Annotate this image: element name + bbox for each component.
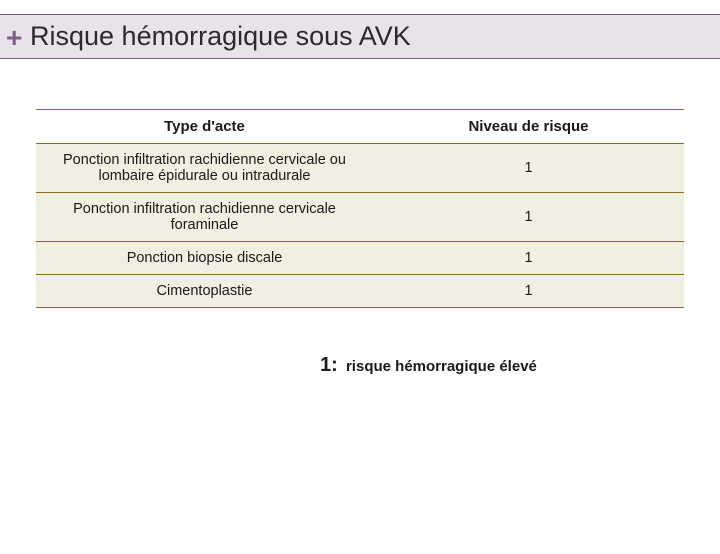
cell-type: Cimentoplastie [36, 275, 373, 308]
legend-number: 1: [320, 354, 338, 376]
title-band: Risque hémorragique sous AVK [0, 14, 720, 59]
table-header-row: Type d'acte Niveau de risque [36, 110, 684, 144]
col-header-level: Niveau de risque [373, 110, 684, 144]
table-row: Cimentoplastie 1 [36, 275, 684, 308]
cell-level: 1 [373, 144, 684, 193]
cell-level: 1 [373, 242, 684, 275]
legend: 1: risque hémorragique élevé [320, 354, 720, 377]
risk-table: Type d'acte Niveau de risque Ponction in… [36, 109, 684, 308]
table-row: Ponction infiltration rachidienne cervic… [36, 193, 684, 242]
risk-table-container: Type d'acte Niveau de risque Ponction in… [36, 109, 684, 308]
table-row: Ponction infiltration rachidienne cervic… [36, 144, 684, 193]
cell-type: Ponction infiltration rachidienne cervic… [36, 193, 373, 242]
table-row: Ponction biopsie discale 1 [36, 242, 684, 275]
cell-level: 1 [373, 275, 684, 308]
plus-icon: + [6, 24, 22, 52]
cell-type: Ponction infiltration rachidienne cervic… [36, 144, 373, 193]
cell-level: 1 [373, 193, 684, 242]
col-header-type: Type d'acte [36, 110, 373, 144]
page-title: Risque hémorragique sous AVK [16, 21, 411, 51]
legend-text: risque hémorragique élevé [346, 358, 537, 375]
cell-type: Ponction biopsie discale [36, 242, 373, 275]
